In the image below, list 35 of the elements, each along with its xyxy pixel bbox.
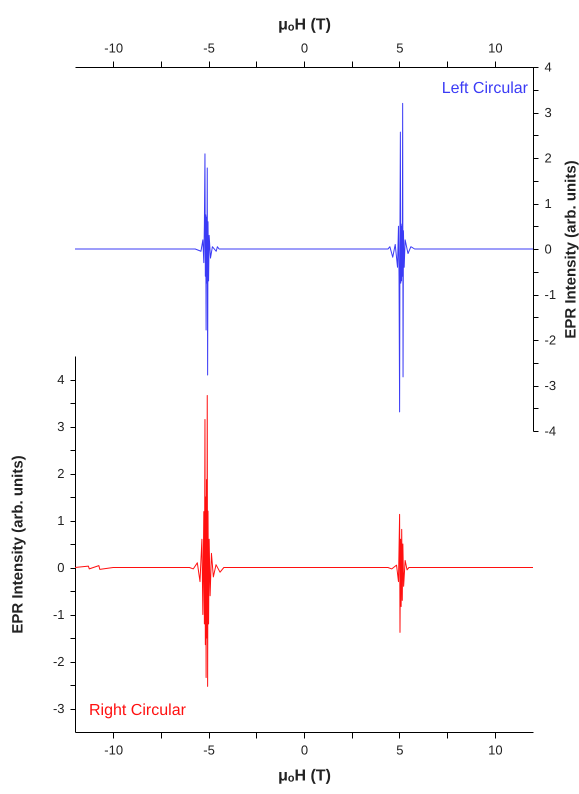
x-tick-label: -10 [104, 742, 124, 758]
y-tick-label: -1 [544, 287, 556, 302]
x-tick-label: 5 [396, 742, 404, 758]
x-axis-title: μₒH (T) [278, 16, 331, 34]
y-tick-label: -3 [52, 701, 64, 716]
y-tick-label: 1 [544, 196, 552, 211]
y-tick-label: 1 [57, 513, 64, 528]
y-tick-label: 0 [544, 242, 552, 256]
y-tick-label: 3 [57, 419, 64, 434]
y-tick-label: 3 [544, 105, 552, 120]
x-tick-label: -5 [203, 40, 215, 56]
y-tick-label: 4 [544, 60, 552, 74]
x-tick-label: -5 [203, 742, 215, 758]
y-tick-label: 0 [57, 560, 64, 575]
y-tick-label: 4 [57, 372, 64, 387]
x-tick-label: 5 [396, 40, 404, 56]
y-tick-label: -2 [544, 332, 556, 348]
series-label: Right Circular [89, 702, 187, 719]
y-tick-label: -2 [52, 654, 64, 669]
x-tick-label: 0 [300, 742, 308, 758]
y-tick-label: -1 [52, 607, 64, 622]
line-series [75, 394, 533, 687]
y-tick-label: 2 [544, 150, 552, 166]
x-tick-label: 10 [488, 742, 503, 758]
y-tick-label: -4 [544, 424, 556, 438]
line-series [75, 102, 533, 412]
y-tick-label: -3 [544, 378, 556, 393]
y-tick-label: 2 [57, 466, 64, 481]
x-tick-label: 10 [488, 40, 503, 56]
text: Left Circular [442, 80, 529, 97]
x-tick-label: 0 [300, 40, 308, 56]
y-axis-title: EPR Intensity (arb. units) [562, 160, 579, 339]
y-axis-title: EPR Intensity (arb. units) [10, 455, 26, 634]
x-axis-title: μₒH (T) [278, 768, 331, 784]
x-tick-label: -10 [104, 40, 124, 56]
